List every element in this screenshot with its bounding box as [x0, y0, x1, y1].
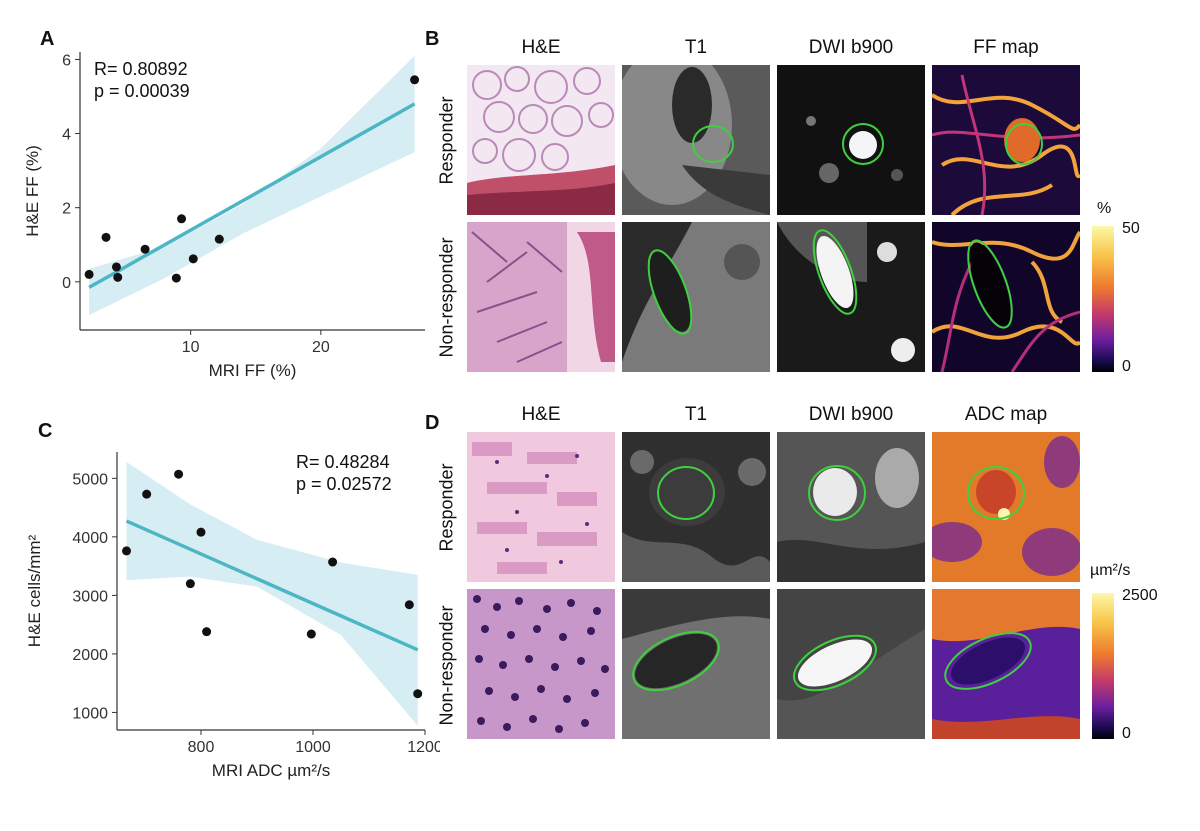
x-axis-label: MRI FF (%) — [209, 361, 297, 380]
row-label-nonresponder-b: Non-responder — [436, 237, 457, 358]
colorbar-adc — [1092, 593, 1114, 739]
data-point — [142, 489, 152, 499]
row-label-responder-d: Responder — [436, 463, 457, 552]
data-point — [122, 546, 132, 556]
col-header-ffmap-b: FF map — [973, 37, 1039, 58]
col-header-dwi-d: DWI b900 — [808, 404, 894, 425]
image-adcmap-nonresponder-d — [932, 589, 1080, 739]
y-tick-label: 1000 — [72, 705, 108, 722]
col-header-adcmap-d: ADC map — [964, 404, 1048, 425]
stat-r: R= 0.80892 — [94, 59, 188, 79]
y-tick-label: 4 — [62, 127, 71, 144]
y-tick-label: 2 — [62, 201, 71, 218]
x-axis-label: MRI ADC µm²/s — [212, 761, 330, 780]
chart-a: 10 20 0 2 4 6 MRI FF (%) H&E FF (%) R= 0.80892p … — [23, 52, 425, 380]
col-header-t1-b: T1 — [684, 37, 708, 58]
x-tick-label: 10 — [182, 339, 200, 356]
panel-letter-a: A — [40, 28, 55, 50]
confidence-band — [126, 461, 418, 726]
image-ffmap-responder-b — [932, 65, 1080, 215]
data-point — [113, 272, 123, 282]
image-dwi-nonresponder-d — [777, 589, 925, 739]
image-he-responder-d — [467, 432, 615, 582]
image-t1-nonresponder-d — [622, 589, 770, 739]
x-tick-label: 1200 — [407, 739, 440, 756]
data-point — [306, 629, 316, 639]
image-dwi-nonresponder-b — [777, 222, 925, 372]
data-point — [404, 600, 414, 610]
chart-c: 800 1000 1200 1000 2000 3000 4000 5000 MRI ADC µ… — [25, 452, 440, 780]
image-t1-nonresponder-b — [622, 222, 770, 372]
y-tick-label: 4000 — [72, 530, 108, 547]
regression-line — [125, 519, 419, 652]
image-adcmap-responder-d — [932, 432, 1080, 582]
y-tick-label: 2000 — [72, 647, 108, 664]
y-tick-label: 6 — [62, 52, 71, 69]
colorbar-unit-d: µm²/s — [1090, 562, 1131, 579]
x-tick-label: 20 — [312, 339, 330, 356]
col-header-dwi-b: DWI b900 — [808, 37, 894, 58]
colorbar-max-b: 50 — [1122, 220, 1140, 237]
colorbar-unit-b: % — [1097, 200, 1112, 217]
stat-p: p = 0.02572 — [296, 474, 392, 494]
data-point — [111, 262, 121, 272]
stat-r: R= 0.48284 — [296, 452, 390, 472]
data-point — [174, 469, 184, 479]
data-point — [328, 557, 338, 567]
y-axis-label: H&E FF (%) — [23, 145, 42, 237]
col-header-he-d: H&E — [521, 404, 561, 425]
data-point — [101, 232, 111, 242]
panel-letter-b: B — [425, 28, 440, 50]
col-header-t1-d: T1 — [684, 404, 708, 425]
data-point — [84, 269, 94, 279]
data-point — [177, 214, 187, 224]
regression-line — [88, 102, 416, 289]
col-header-he-b: H&E — [521, 37, 561, 58]
panel-letter-d: D — [425, 412, 440, 434]
data-point — [171, 273, 181, 283]
image-dwi-responder-b — [777, 65, 925, 215]
row-label-nonresponder-d: Non-responder — [436, 605, 457, 726]
image-ffmap-nonresponder-b — [932, 222, 1080, 372]
panel-letter-c: C — [38, 420, 53, 442]
image-he-responder-b — [467, 65, 615, 215]
data-point — [410, 75, 420, 85]
data-point — [140, 244, 150, 254]
confidence-band — [89, 55, 415, 316]
y-tick-label: 5000 — [72, 471, 108, 488]
data-point — [188, 254, 198, 264]
data-point — [185, 579, 195, 589]
image-t1-responder-b — [622, 65, 770, 215]
data-point — [196, 527, 206, 537]
y-tick-label: 3000 — [72, 588, 108, 605]
y-axis-label: H&E cells/mm² — [25, 534, 44, 647]
data-point — [202, 627, 212, 637]
colorbar-max-d: 2500 — [1122, 587, 1158, 604]
stat-p: p = 0.00039 — [94, 81, 190, 101]
row-label-responder-b: Responder — [436, 96, 457, 185]
colorbar-min-b: 0 — [1122, 358, 1131, 375]
x-tick-label: 1000 — [295, 739, 331, 756]
image-he-nonresponder-b — [467, 222, 615, 372]
data-point — [413, 689, 423, 699]
data-point — [214, 234, 224, 244]
roi-ellipse — [692, 125, 734, 163]
image-t1-responder-d — [622, 432, 770, 582]
y-tick-label: 0 — [62, 275, 71, 292]
image-he-nonresponder-d — [467, 589, 615, 739]
image-dwi-responder-d — [777, 432, 925, 582]
x-tick-label: 800 — [188, 739, 215, 756]
colorbar-min-d: 0 — [1122, 725, 1131, 742]
colorbar-ff — [1092, 226, 1114, 372]
